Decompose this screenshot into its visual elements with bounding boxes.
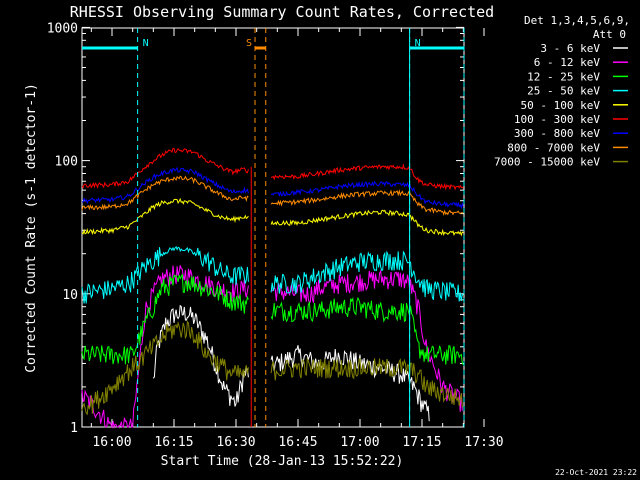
legend-label: 100 - 300 keV [514, 113, 600, 126]
legend-label: 7000 - 15000 keV [494, 156, 600, 169]
legend-label: 300 - 800 keV [514, 127, 600, 140]
marker-label: S [246, 38, 252, 49]
legend-label: 12 - 25 keV [527, 70, 600, 83]
y-tick-label: 1000 [47, 21, 78, 36]
legend-label: 3 - 6 keV [540, 42, 600, 55]
series-line-1-part-0 [81, 265, 249, 429]
x-axis-label: Start Time (28-Jan-13 15:52:22) [161, 454, 404, 469]
y-axis-label: Corrected Count Rate (s-1 detector-1) [24, 83, 39, 373]
series-line-8-part-1 [270, 357, 464, 408]
legend-label: 25 - 50 keV [527, 85, 600, 98]
axis-ticks: 1 10 100 1000 16:00 16:15 16:30 16:45 17:00 17:15… [47, 21, 504, 450]
legend-label: 50 - 100 keV [521, 99, 601, 112]
marker-layer: N NS [82, 28, 465, 427]
series-line-7-part-0 [81, 175, 249, 211]
legend-label: 6 - 12 keV [534, 56, 601, 69]
series-line-5-part-1 [270, 163, 464, 191]
y-tick-label: 1 [70, 421, 78, 436]
x-tick-label: 16:30 [216, 435, 255, 450]
generation-timestamp: 22-Oct-2021 23:22 [555, 468, 637, 477]
marker-label: N [143, 38, 149, 49]
chart-title: RHESSI Observing Summary Count Rates, Co… [70, 3, 494, 21]
series-line-3-part-1 [270, 250, 464, 302]
series-line-1-part-1 [270, 269, 463, 412]
series-line-0-part-0 [152, 304, 249, 407]
x-tick-label: 17:30 [464, 435, 503, 450]
x-tick-label: 17:15 [402, 435, 441, 450]
y-tick-label: 10 [62, 288, 78, 303]
series-line-4-part-0 [81, 197, 249, 236]
x-tick-label: 16:15 [154, 435, 193, 450]
x-tick-label: 16:45 [278, 435, 317, 450]
series-line-6-part-0 [81, 166, 249, 205]
x-tick-label: 17:00 [340, 435, 379, 450]
series-layer [81, 147, 464, 429]
series-line-7-part-1 [270, 189, 464, 217]
series-line-4-part-1 [270, 209, 464, 237]
series-line-0-part-1 [270, 345, 430, 422]
series-line-5-part-0 [81, 147, 249, 189]
series-line-8-part-0 [81, 320, 249, 416]
legend-label: 800 - 7000 keV [507, 141, 600, 154]
x-tick-label: 16:00 [92, 435, 131, 450]
legend-header-line-1: Det 1,3,4,5,6,9, [524, 14, 630, 27]
series-line-2-part-0 [81, 274, 249, 365]
marker-label: N [415, 38, 421, 49]
series-line-6-part-1 [270, 180, 464, 210]
series-line-3-part-0 [81, 245, 249, 304]
series-line-2-part-1 [270, 296, 464, 366]
y-tick-label: 100 [55, 155, 78, 170]
legend-header-line-2: Att 0 [593, 28, 626, 41]
